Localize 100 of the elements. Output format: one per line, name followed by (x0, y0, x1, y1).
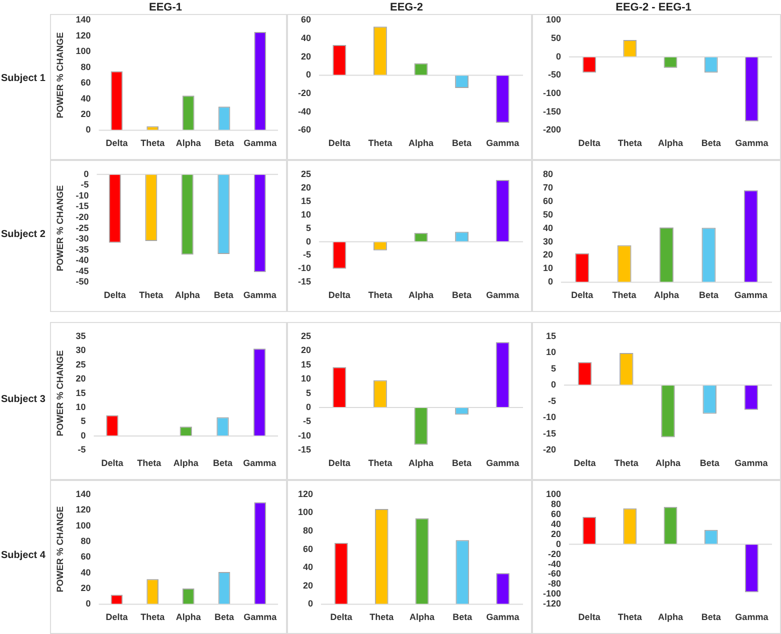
x-tick-label: Beta (214, 138, 235, 148)
x-tick-label: Delta (106, 138, 129, 148)
y-tick-label: -120 (543, 598, 562, 609)
x-tick-label: Alpha (408, 458, 434, 468)
x-tick-label: Theta (139, 290, 164, 300)
x-tick-label: Beta (212, 458, 234, 468)
y-tick-label: -20 (542, 444, 556, 455)
y-tick-label: -15 (298, 276, 312, 287)
y-tick-label: -60 (548, 568, 562, 579)
x-tick-label: Gamma (486, 458, 520, 468)
y-tick-label: 120 (298, 488, 314, 499)
y-axis-title: POWER % CHANGE (54, 185, 65, 272)
y-tick-label: 40 (542, 222, 554, 233)
text: Subject 4 (1, 550, 46, 561)
x-tick-label: Delta (330, 612, 354, 622)
y-tick-label: 20 (300, 182, 312, 192)
y-tick-label: 15 (300, 359, 312, 370)
x-tick-label: Gamma (486, 138, 520, 148)
y-tick-label: 80 (542, 168, 554, 179)
text: Subject 1 (1, 73, 46, 84)
y-tick-label: 25 (76, 359, 86, 370)
x-tick-label: Delta (106, 612, 129, 622)
y-tick-label: 0 (308, 598, 314, 609)
x-tick-label: Alpha (658, 138, 684, 148)
x-tick-label: Alpha (408, 138, 434, 148)
y-tick-label: 20 (76, 374, 86, 384)
x-tick-label: Beta (698, 290, 720, 300)
x-tick-label: Delta (328, 458, 352, 468)
x-tick-label: Alpha (173, 458, 200, 468)
x-tick-label: Delta (328, 138, 352, 148)
y-tick-label: 0 (550, 380, 556, 390)
text: Subject 2 (1, 229, 46, 240)
x-tick-label: Alpha (655, 458, 682, 468)
y-tick-label: 40 (300, 33, 312, 44)
y-tick-label: 0 (306, 70, 312, 80)
y-tick-label: -20 (76, 212, 89, 222)
y-tick-label: 100 (546, 14, 562, 25)
y-axis-title: POWER % CHANGE (54, 350, 65, 436)
y-tick-label: -40 (298, 106, 312, 116)
y-tick-label: 10 (300, 374, 312, 384)
y-tick-label: 50 (542, 209, 554, 220)
y-tick-label: 0 (556, 51, 562, 62)
chart-title: EEG-2 (390, 2, 424, 14)
y-tick-label: -5 (302, 416, 312, 426)
x-tick-label: Alpha (658, 612, 684, 622)
y-tick-label: 100 (298, 507, 314, 518)
y-tick-label: 100 (76, 520, 91, 530)
x-tick-label: Theta (368, 290, 394, 300)
y-tick-label: 80 (80, 62, 91, 72)
y-tick-label: 20 (542, 250, 554, 260)
y-tick-label: 140 (76, 488, 91, 499)
y-tick-label: -10 (298, 430, 312, 440)
x-tick-label: Beta (701, 612, 722, 622)
x-tick-label: Delta (101, 458, 124, 468)
y-tick-label: 100 (546, 488, 562, 499)
y-tick-label: 100 (76, 46, 91, 56)
y-tick-label: 10 (300, 209, 312, 220)
y-tick-label: 25 (300, 168, 312, 179)
y-tick-label: 60 (551, 508, 562, 519)
x-tick-label: Gamma (735, 138, 770, 148)
y-tick-label: -10 (76, 190, 89, 200)
x-tick-label: Beta (700, 458, 720, 468)
x-tick-label: Beta (452, 290, 473, 300)
x-tick-label: Delta (578, 612, 602, 622)
y-tick-label: 20 (551, 528, 562, 539)
y-tick-label: 20 (80, 108, 91, 119)
y-tick-label: -5 (302, 250, 312, 260)
y-tick-label: -5 (78, 444, 86, 455)
y-tick-label: 60 (80, 552, 91, 562)
y-tick-label: -35 (76, 244, 89, 254)
x-tick-label: Theta (612, 290, 638, 300)
x-tick-label: Delta (328, 290, 352, 300)
y-tick-label: 40 (80, 93, 91, 104)
x-tick-label: Gamma (243, 458, 278, 468)
y-tick-label: -5 (80, 180, 89, 190)
y-tick-label: 0 (80, 430, 86, 440)
y-tick-label: -60 (298, 124, 312, 135)
x-tick-label: Gamma (486, 290, 520, 300)
y-tick-label: 0 (306, 236, 312, 246)
y-axis-title: POWER % CHANGE (54, 32, 65, 118)
x-tick-label: Theta (137, 458, 162, 468)
y-tick-label: 5 (306, 388, 312, 398)
y-tick-label: -50 (548, 70, 562, 80)
x-tick-label: Beta (452, 612, 474, 622)
y-tick-label: 15 (76, 388, 86, 398)
y-tick-label: 10 (542, 263, 554, 274)
x-tick-label: Gamma (735, 612, 770, 622)
x-tick-label: Theta (140, 138, 166, 148)
chart-title: EEG-1 (148, 2, 182, 14)
y-tick-label: -20 (548, 548, 562, 559)
y-tick-label: -40 (76, 255, 89, 266)
y-tick-label: -15 (542, 428, 556, 438)
y-tick-label: 60 (542, 196, 554, 206)
y-tick-label: 60 (300, 14, 312, 25)
x-tick-label: Beta (701, 138, 722, 148)
y-tick-label: -10 (542, 412, 556, 422)
x-tick-label: Theta (618, 138, 643, 148)
y-tick-label: 15 (300, 196, 312, 206)
y-tick-label: 0 (86, 598, 91, 609)
y-tick-label: 70 (542, 182, 554, 192)
